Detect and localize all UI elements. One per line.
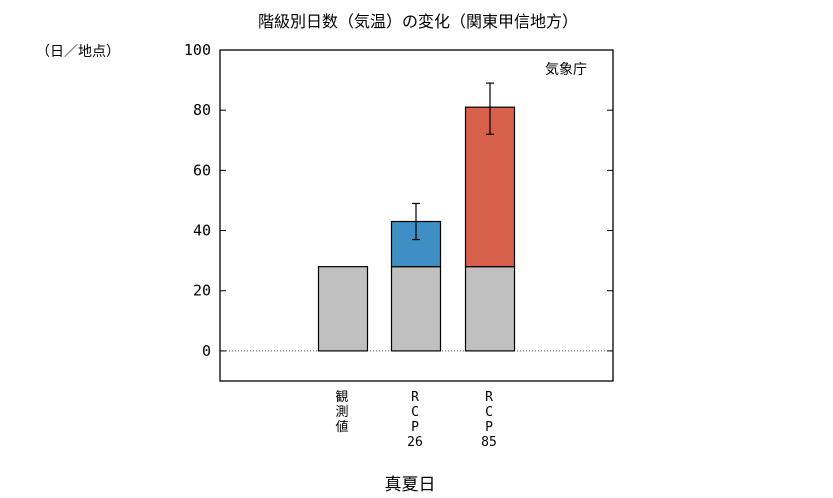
source-label: 気象庁 bbox=[545, 62, 587, 78]
category-label-line: 測 bbox=[335, 405, 348, 420]
category-label-line: 26 bbox=[407, 435, 423, 450]
plot-frame bbox=[219, 49, 614, 382]
category-label-line: 85 bbox=[481, 435, 497, 450]
y-tick-label: 0 bbox=[202, 342, 211, 360]
bar-base bbox=[390, 266, 442, 352]
x-axis-label: 真夏日 bbox=[385, 475, 436, 495]
bar-base bbox=[464, 266, 516, 352]
category-label-line: R bbox=[411, 390, 419, 405]
y-tick-label: 80 bbox=[193, 101, 211, 119]
category-label-line: C bbox=[411, 405, 419, 420]
category-label-line: 値 bbox=[335, 419, 348, 435]
y-tick-label: 60 bbox=[193, 161, 211, 179]
chart-title: 階級別日数（気温）の変化（関東甲信地方） bbox=[258, 12, 578, 31]
y-tick-label: 40 bbox=[193, 222, 211, 240]
bar-base bbox=[317, 266, 369, 352]
category-label-line: P bbox=[411, 420, 419, 435]
y-unit-label: （日／地点） bbox=[36, 44, 120, 60]
y-tick-label: 20 bbox=[193, 282, 211, 300]
category-label-line: C bbox=[485, 405, 493, 420]
category-label-line: R bbox=[485, 390, 493, 405]
y-tick-label: 100 bbox=[184, 41, 211, 59]
category-label-line: 観 bbox=[335, 390, 348, 405]
category-label-line: P bbox=[485, 420, 493, 435]
